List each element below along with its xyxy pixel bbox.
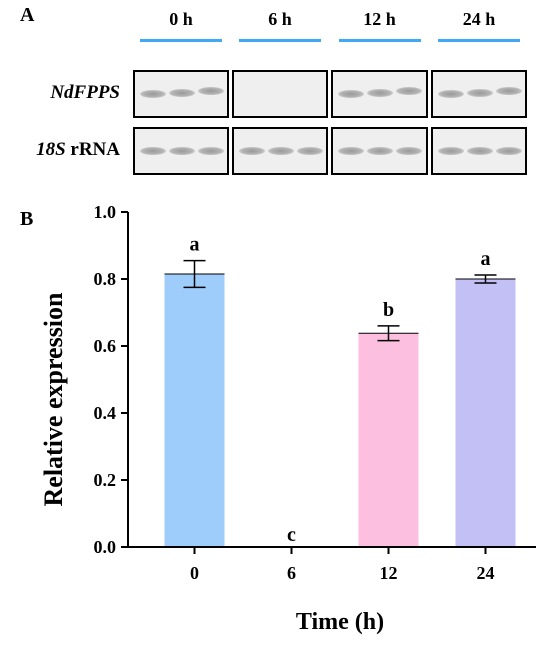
y-tick-label: 0.2: [94, 470, 117, 490]
panel-a-letter: A: [20, 4, 35, 26]
x-tick-label: 12: [380, 563, 398, 583]
blot-band: [496, 147, 522, 155]
relative-expression-bar-chart: Ba c b a 0.0 0.2 0.4 0.6 0.8 1.0 0 6 12 24 Time (h) Rel…: [20, 202, 536, 635]
blot-band: [198, 147, 224, 155]
blot-band: [140, 90, 166, 98]
y-axis-title: Relative expression: [39, 292, 68, 507]
significance-letter: c: [287, 524, 296, 546]
blot-panel: [331, 127, 428, 175]
time-point-label: 24 h: [462, 9, 496, 29]
gene-name: 18S: [36, 139, 66, 160]
blot-band: [297, 147, 323, 155]
blot-band: [467, 147, 493, 155]
blot-band: [396, 87, 422, 95]
time-point-label: 12 h: [363, 9, 396, 29]
panel-b-letter: B: [20, 208, 33, 230]
x-tick-label: 24: [477, 563, 495, 583]
x-tick-label: 6: [287, 563, 296, 583]
time-point-underline: [338, 39, 421, 42]
gene-suffix: rRNA: [65, 139, 120, 160]
significance-letter: a: [481, 248, 491, 270]
blot-band: [367, 88, 393, 97]
blot-panel: [133, 70, 229, 118]
blot-band: [169, 88, 195, 97]
blot-band: [140, 147, 166, 155]
blot-row-label: NdFPPS: [0, 82, 120, 104]
blot-band: [467, 88, 493, 97]
x-tick-label: 0: [190, 563, 199, 583]
blot-panel: [232, 127, 328, 175]
blot-panel: [232, 70, 328, 118]
blot-panel: [331, 70, 428, 118]
gene-name: NdFPPS: [50, 82, 120, 103]
blot-row-label: 18S rRNA: [0, 139, 120, 161]
time-point-underline: [140, 39, 222, 42]
blot-band: [198, 87, 224, 95]
y-tick-label: 0.4: [94, 403, 117, 423]
time-point-underline: [438, 39, 520, 42]
time-point-label: 6 h: [268, 9, 292, 29]
blot-band: [496, 87, 522, 95]
y-tick-label: 1.0: [94, 202, 117, 222]
blot-band: [367, 147, 393, 155]
blot-band: [396, 147, 422, 155]
blot-band: [239, 147, 265, 155]
blot-band: [438, 147, 464, 155]
blot-band: [169, 147, 195, 155]
time-point-underline: [239, 39, 321, 42]
blot-panel: [133, 127, 229, 175]
x-axis-title: Time (h): [296, 609, 384, 635]
blot-panel: [431, 127, 527, 175]
blot-panel: [431, 70, 527, 118]
significance-letter: b: [383, 299, 394, 321]
blot-band: [268, 147, 294, 155]
time-point-label: 0 h: [169, 9, 193, 29]
y-tick-label: 0.0: [94, 537, 117, 557]
bar: [455, 279, 516, 547]
blot-band: [338, 90, 364, 98]
blot-band: [438, 90, 464, 98]
y-tick-label: 0.8: [94, 269, 117, 289]
y-tick-label: 0.6: [94, 336, 117, 356]
bar: [164, 273, 225, 547]
blot-band: [338, 147, 364, 155]
significance-letter: a: [190, 234, 200, 256]
bar: [358, 333, 419, 547]
